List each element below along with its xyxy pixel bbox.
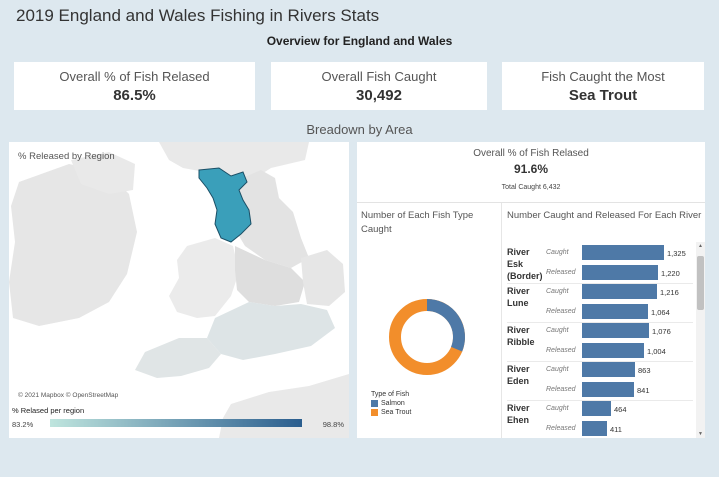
group-separator bbox=[507, 322, 693, 323]
scroll-down-icon[interactable]: ▼ bbox=[698, 431, 703, 437]
northern-ireland-landmass bbox=[71, 152, 135, 194]
panel-divider bbox=[357, 202, 705, 203]
map-legend-min: 83.2% bbox=[12, 420, 34, 429]
bar-value-label: 1,325 bbox=[667, 249, 686, 258]
legend-item-salmon[interactable]: Salmon bbox=[371, 400, 411, 407]
bar-value-label: 1,004 bbox=[647, 346, 666, 356]
bar-row-label: Caught bbox=[546, 288, 569, 295]
bar-value-label: 841 bbox=[637, 385, 650, 395]
kpi-value: 86.5% bbox=[113, 87, 156, 104]
river-bar-chart: Number Caught and Released For Each Rive… bbox=[501, 203, 705, 438]
scrollbar[interactable]: ▲ ▼ bbox=[696, 242, 705, 438]
fish-type-legend-title: Type of Fish bbox=[371, 391, 410, 398]
scroll-up-icon[interactable]: ▲ bbox=[698, 243, 703, 249]
south-england bbox=[207, 302, 335, 360]
bar-row-label: Caught bbox=[546, 249, 569, 256]
map-legend-title: % Relased per region bbox=[12, 406, 85, 415]
bar-chart-title: Number Caught and Released For Each Rive… bbox=[507, 210, 702, 221]
east-anglia bbox=[301, 250, 345, 306]
map-legend-max: 98.8% bbox=[322, 420, 344, 429]
fish-type-donut[interactable] bbox=[387, 297, 467, 377]
region-detail-panel: Overall % of Fish Relased 91.6% Total Ca… bbox=[357, 142, 705, 438]
kpi-label: Fish Caught the Most bbox=[541, 69, 665, 84]
bar-value-label: 1,076 bbox=[652, 327, 671, 336]
kpi-card-caught: Overall Fish Caught 30,492 bbox=[271, 62, 487, 110]
bar-value-label: 863 bbox=[638, 366, 651, 375]
bar-value-label: 464 bbox=[614, 405, 627, 414]
map-panel[interactable]: % Released by Region © 2021 Mapbox © Ope… bbox=[9, 142, 349, 438]
fish-type-panel: Number of Each Fish Type Caught Type of … bbox=[357, 203, 499, 438]
bar-released[interactable] bbox=[582, 381, 634, 397]
river-label: River Esk (Border) bbox=[507, 247, 543, 281]
bar-caught[interactable] bbox=[582, 323, 649, 338]
bar-value-label: 1,064 bbox=[651, 307, 670, 317]
bar-caught[interactable] bbox=[582, 245, 664, 260]
map-legend-gradient bbox=[50, 419, 302, 427]
scrollbar-thumb[interactable] bbox=[697, 256, 704, 310]
river-label: River Ribble bbox=[507, 325, 535, 347]
ireland-landmass bbox=[9, 164, 137, 326]
bar-released[interactable] bbox=[582, 303, 648, 319]
dashboard-subtitle: Overview for England and Wales bbox=[266, 34, 453, 48]
bar-caught[interactable] bbox=[582, 362, 635, 377]
legend-item-sea-trout[interactable]: Sea Trout bbox=[371, 409, 411, 416]
dashboard-title: 2019 England and Wales Fishing in Rivers… bbox=[16, 6, 380, 25]
highlighted-region bbox=[198, 167, 252, 243]
south-west-england bbox=[135, 338, 221, 378]
region-kpi-label: Overall % of Fish Relased bbox=[473, 148, 589, 159]
bar-row-label: Caught bbox=[546, 405, 569, 412]
river-label: River Eden bbox=[507, 364, 530, 386]
kpi-value: Sea Trout bbox=[568, 87, 638, 104]
region-kpi-value: 91.6% bbox=[513, 162, 549, 176]
kpi-label: Overall Fish Caught bbox=[321, 69, 437, 84]
bar-row-label: Released bbox=[546, 307, 576, 315]
sea-trout-swatch bbox=[371, 409, 378, 416]
region-total-caught: Total Caught 6,432 bbox=[501, 184, 561, 191]
bar-value-label: 1,216 bbox=[660, 288, 679, 297]
kpi-value: 30,492 bbox=[356, 87, 402, 104]
kpi-card-most-caught: Fish Caught the Most Sea Trout bbox=[502, 62, 704, 110]
bar-caught[interactable] bbox=[582, 284, 657, 299]
bar-row-label: Caught bbox=[546, 366, 569, 373]
map-attribution[interactable]: © 2021 Mapbox © OpenStreetMap bbox=[18, 392, 119, 399]
wales bbox=[169, 238, 239, 318]
bar-caught[interactable] bbox=[582, 401, 611, 416]
legend-label: Sea Trout bbox=[381, 409, 412, 416]
map-title: % Released by Region bbox=[18, 151, 115, 162]
bar-value-label: 1,220 bbox=[661, 268, 680, 278]
region-kpi: Overall % of Fish Relased 91.6% Total Ca… bbox=[357, 148, 705, 191]
legend-label: Salmon bbox=[381, 400, 405, 407]
bar-row-label: Released bbox=[546, 424, 576, 432]
scotland-landmass bbox=[159, 142, 309, 182]
bar-released[interactable] bbox=[582, 420, 607, 436]
river-label: River Lune bbox=[507, 286, 530, 308]
bar-value-label: 411 bbox=[610, 424, 622, 434]
group-separator bbox=[507, 283, 693, 284]
bar-released[interactable] bbox=[582, 264, 658, 280]
bar-row-label: Released bbox=[546, 346, 576, 354]
bar-row-label: Released bbox=[546, 385, 576, 393]
midlands bbox=[235, 246, 305, 306]
bar-row-label: Caught bbox=[546, 327, 569, 334]
salmon-swatch bbox=[371, 400, 378, 407]
donut-slice-salmon[interactable] bbox=[426, 299, 465, 352]
bar-released[interactable] bbox=[582, 342, 644, 358]
bar-row-label: Released bbox=[546, 268, 576, 276]
fish-type-title: Number of Each Fish Type Caught bbox=[361, 210, 474, 235]
fish-type-legend: Type of Fish Salmon Sea Trout bbox=[371, 391, 411, 416]
kpi-card-released: Overall % of Fish Relased 86.5% bbox=[14, 62, 255, 110]
northern-england bbox=[229, 170, 309, 268]
section-title: Breadown by Area bbox=[306, 122, 413, 137]
kpi-label: Overall % of Fish Relased bbox=[59, 69, 210, 84]
group-separator bbox=[507, 400, 693, 401]
group-separator bbox=[507, 361, 693, 362]
river-label: River Ehen bbox=[507, 403, 530, 425]
